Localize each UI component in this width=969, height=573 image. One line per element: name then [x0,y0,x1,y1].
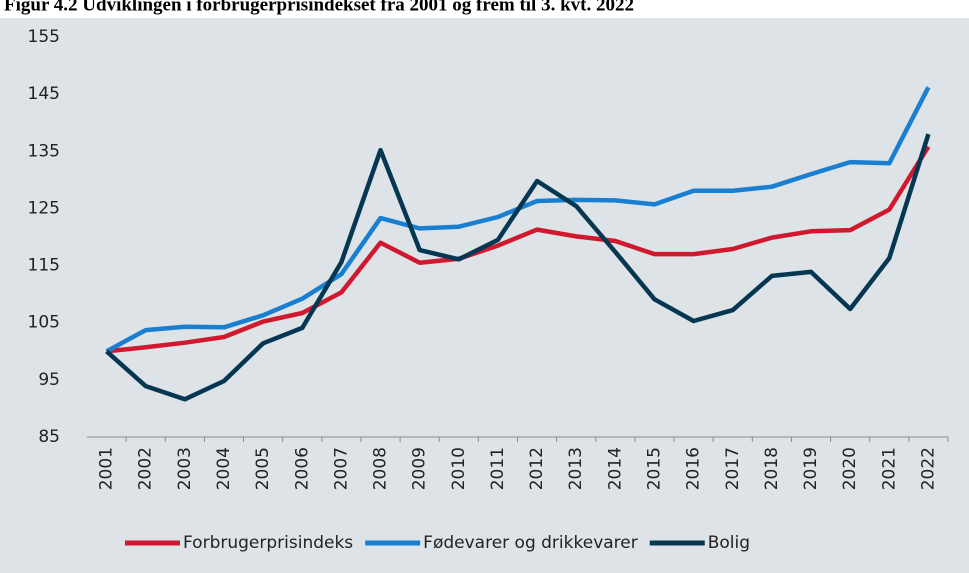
series-line [105,133,931,402]
y-tick-label: 105 [28,313,60,333]
x-tick-label: 2001 [97,447,117,490]
y-tick-label: 85 [38,427,60,447]
legend-label: Fødevarer og drikkevarer [423,533,638,553]
x-tick-label: 2016 [684,447,704,490]
x-tick-label: 2020 [840,447,860,490]
x-tick-label: 2006 [292,447,312,490]
x-tick-label: 2005 [253,447,273,490]
x-tick-label: 2019 [801,447,821,490]
y-tick-label: 155 [28,27,60,47]
y-tick-label: 95 [38,370,60,390]
x-tick-label: 2004 [214,447,234,490]
x-tick-label: 2009 [410,447,430,490]
x-tick-label: 2008 [371,447,391,490]
y-tick-label: 145 [28,84,60,104]
x-tick-label: 2022 [918,447,938,490]
x-tick-label: 2003 [175,447,195,490]
series-line [106,145,931,354]
x-tick-label: 2021 [879,447,899,490]
x-tick-label: 2014 [605,447,625,490]
x-tick-label: 2007 [331,447,351,490]
legend-label: Bolig [708,533,750,553]
x-tick-label: 2017 [723,447,743,490]
x-tick-label: 2010 [449,447,469,490]
x-tick-label: 2018 [762,447,782,490]
legend-label: Forbrugerprisindeks [183,533,353,553]
chart-title: Figur 4.2 Udviklingen i forbrugerprisind… [4,0,634,15]
x-tick-label: 2015 [644,447,664,490]
x-tick-label: 2012 [527,447,547,490]
y-tick-label: 125 [28,198,60,218]
x-tick-label: 2013 [566,447,586,490]
x-tick-label: 2002 [136,447,156,490]
y-tick-label: 115 [28,256,60,276]
y-tick-label: 135 [28,141,60,161]
chart-background [0,18,969,573]
x-tick-label: 2011 [488,447,508,490]
